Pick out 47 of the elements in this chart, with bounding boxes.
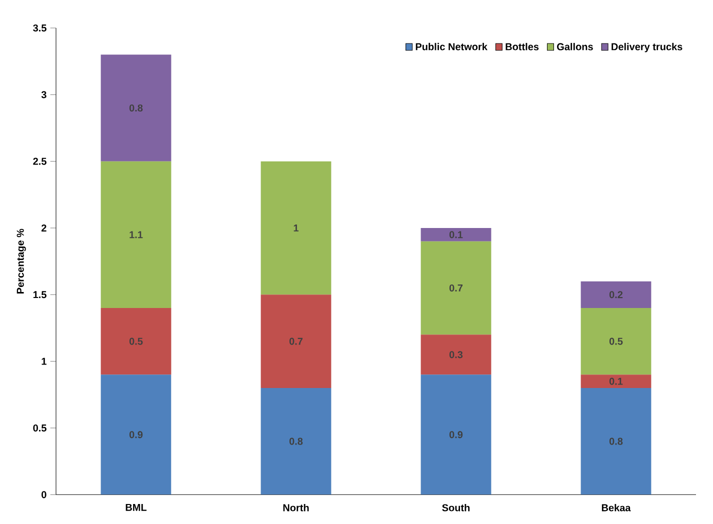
bar	[420, 334, 492, 375]
bar	[260, 161, 332, 295]
data-label: 0.1	[449, 231, 463, 238]
x-tick-label: Bekaa	[602, 504, 631, 512]
bar	[100, 161, 172, 308]
data-label: 1.1	[130, 231, 143, 238]
data-label: 0.7	[449, 284, 463, 292]
bar	[260, 388, 332, 495]
bar	[580, 308, 652, 375]
data-label: 1	[294, 224, 299, 232]
data-label: 0.7	[289, 338, 303, 345]
data-label: 0.5	[609, 338, 623, 345]
bar	[580, 374, 652, 388]
y-tick-label: 3	[41, 91, 46, 98]
bar	[420, 241, 492, 335]
y-tick-label: 0	[42, 491, 46, 498]
data-label: 0.9	[129, 431, 143, 438]
data-label: 0.8	[609, 438, 623, 445]
data-label: 0.8	[289, 438, 303, 445]
legend-label: Gallons	[557, 42, 593, 50]
bar	[580, 281, 652, 308]
data-label: 0.2	[609, 291, 623, 298]
y-tick-label: 0.5	[33, 424, 46, 432]
x-tick-label: South	[442, 504, 470, 512]
y-axis-title: Percentage %	[16, 228, 26, 294]
x-tick-label: North	[283, 504, 309, 512]
bar	[100, 54, 172, 162]
data-label: 0.1	[609, 378, 623, 385]
bar	[580, 388, 652, 495]
legend-label: Delivery trucks	[612, 42, 682, 52]
data-label: 0.9	[449, 431, 463, 438]
data-label: 0.5	[129, 338, 143, 345]
y-tick-label: 1.5	[33, 291, 46, 298]
bar	[100, 374, 172, 495]
legend-label: Public Network	[416, 42, 488, 50]
y-tick-label: 2.5	[33, 158, 46, 165]
bar	[420, 374, 492, 495]
data-label: 0.3	[449, 351, 463, 358]
y-tick-label: 1	[42, 358, 46, 365]
x-tick-label: BML	[126, 504, 147, 511]
bar	[100, 308, 172, 375]
y-tick-label: 2	[42, 224, 46, 232]
y-tick-label: 3.5	[33, 24, 46, 32]
bar	[260, 294, 332, 388]
legend-label: Bottles	[506, 42, 539, 50]
data-label: 0.8	[129, 104, 143, 112]
bar	[420, 228, 492, 242]
